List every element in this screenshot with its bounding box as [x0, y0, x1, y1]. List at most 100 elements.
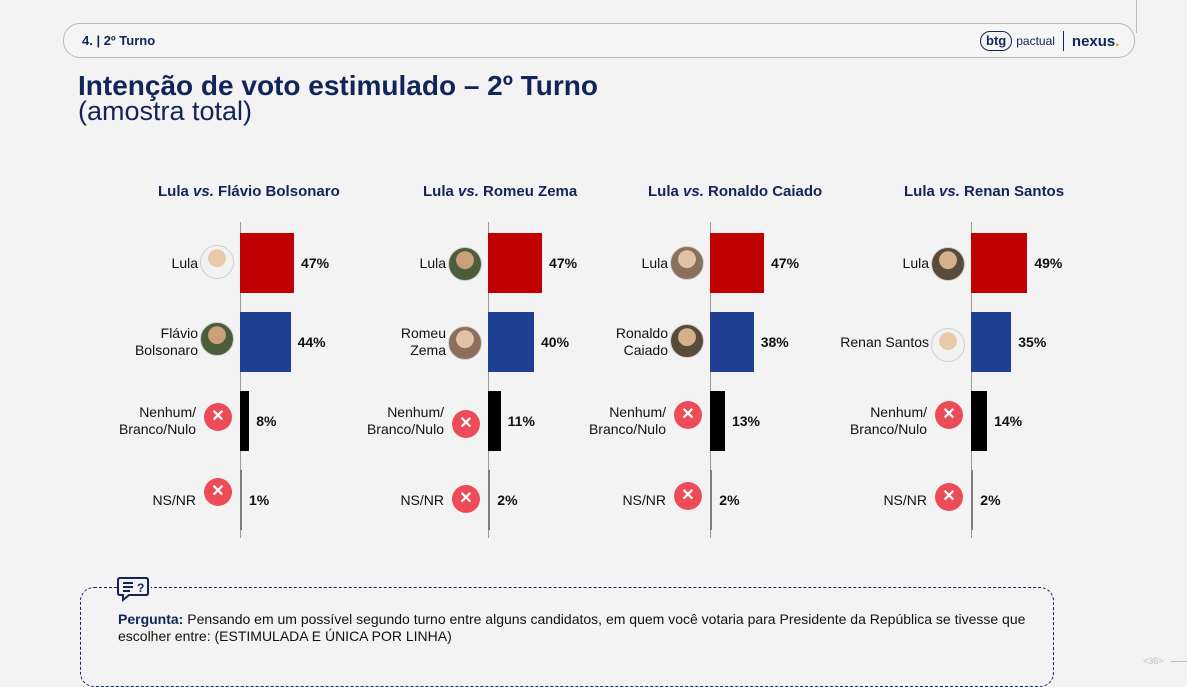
- category-label-line: NS/NR: [152, 491, 196, 508]
- chart-title-candidate-a: Lula: [904, 183, 940, 200]
- x-circle-icon: ✕: [674, 482, 702, 510]
- btg-logo: btg: [980, 31, 1013, 51]
- bar-lula: [971, 233, 1028, 293]
- chart-axis: [240, 222, 241, 538]
- category-label: NS/NR: [152, 492, 196, 509]
- category-label-line: NS/NR: [883, 491, 927, 508]
- category-label-line: Branco/Nulo: [366, 421, 444, 437]
- question-body: Pensando em um possível segundo turno en…: [118, 611, 1026, 644]
- data-label: 2%: [497, 492, 518, 508]
- candidate-photo-icon: [670, 246, 704, 280]
- btg-logo-sub: pactual: [1016, 34, 1055, 48]
- candidate-photo-icon: [448, 326, 482, 360]
- page-title: Intenção de voto estimulado – 2º Turno: [78, 70, 598, 101]
- category-label: Renan Santos: [840, 334, 929, 351]
- chart-title-vs: vs.: [458, 183, 484, 200]
- category-label-line: Lula: [419, 254, 446, 271]
- category-label-line: Branco/Nulo: [588, 421, 666, 437]
- nexus-logo: nexus.: [1072, 33, 1120, 50]
- x-circle-icon: ✕: [452, 485, 480, 513]
- question-chat-icon-svg: ?: [117, 577, 149, 603]
- category-label: Lula: [903, 255, 929, 272]
- data-label: 14%: [994, 413, 1023, 429]
- brand-logo: btg pactual nexus.: [980, 28, 1119, 54]
- category-label: Lula: [172, 255, 198, 272]
- category-label-line: Romeu: [400, 325, 446, 341]
- page-subtitle: (amostra total): [78, 96, 253, 126]
- x-circle-icon: ✕: [935, 483, 963, 511]
- category-label: Nenhum/Branco/Nulo: [367, 404, 444, 438]
- category-label: Ronaldo Caiado: [616, 325, 668, 359]
- category-label: NS/NR: [883, 492, 927, 509]
- category-label-line: Ronaldo: [615, 325, 668, 341]
- bar-nenhum: [240, 391, 250, 451]
- chart-title-candidate-b: Flávio Bolsonaro: [218, 183, 340, 200]
- x-circle-icon: ✕: [452, 410, 480, 438]
- category-label-line: Branco/Nulo: [849, 421, 927, 437]
- category-label: Flávio Bolsonaro: [135, 325, 198, 359]
- logo-divider: [1062, 31, 1064, 51]
- data-label: 35%: [1018, 334, 1047, 350]
- category-label: Lula: [420, 255, 446, 272]
- bar-nenhum: [710, 391, 725, 451]
- bar-lula: [710, 233, 765, 293]
- question-label: Pergunta:: [118, 611, 184, 627]
- data-label: 1%: [249, 492, 270, 508]
- category-label-line: Lula: [641, 254, 668, 271]
- chart-title-candidate-a: Lula: [423, 183, 459, 200]
- chart-title: Lula vs. Ronaldo Caiado: [648, 183, 822, 200]
- x-circle-icon: ✕: [204, 478, 232, 506]
- category-label-line: Nenhum/: [870, 404, 927, 420]
- category-label: Nenhum/Branco/Nulo: [850, 404, 927, 438]
- question-text: Pergunta: Pensando em um possível segund…: [118, 611, 1048, 645]
- nexus-logo-dot: .: [1115, 32, 1120, 50]
- category-label: NS/NR: [622, 492, 666, 509]
- data-label: 44%: [297, 334, 326, 350]
- chart-title: Lula vs. Renan Santos: [904, 183, 1064, 200]
- chart-axis: [971, 222, 972, 538]
- category-label-line: NS/NR: [400, 491, 444, 508]
- chart-title-vs: vs.: [683, 183, 709, 200]
- corner-decoration: [1136, 0, 1137, 33]
- category-label-line: Renan Santos: [840, 333, 929, 350]
- data-label: 38%: [760, 334, 789, 350]
- category-label: Nenhum/Branco/Nulo: [589, 404, 666, 438]
- section-label: 4. | 2º Turno: [82, 33, 156, 48]
- bar-nenhum: [488, 391, 501, 451]
- chart-axis: [710, 222, 711, 538]
- bar-lula: [488, 233, 543, 293]
- candidate-photo-icon: [200, 322, 234, 356]
- category-label: Lula: [642, 255, 668, 272]
- bar-nsnr: [488, 470, 491, 530]
- chart-title-candidate-a: Lula: [648, 183, 684, 200]
- candidate-photo-icon: [670, 324, 704, 358]
- data-label: 2%: [719, 492, 740, 508]
- category-label: Nenhum/Branco/Nulo: [119, 404, 196, 438]
- candidate-photo-icon: [931, 247, 965, 281]
- x-circle-icon: ✕: [935, 401, 963, 429]
- chart-title-candidate-b: Ronaldo Caiado: [708, 183, 823, 200]
- data-label: 47%: [549, 255, 578, 271]
- category-label-line: Branco/Nulo: [118, 421, 196, 437]
- data-label: 2%: [980, 492, 1001, 508]
- chart-axis: [488, 222, 489, 538]
- data-label: 47%: [771, 255, 800, 271]
- chart-title: Lula vs. Flávio Bolsonaro: [158, 183, 340, 200]
- category-label-line: Flávio: [160, 325, 198, 341]
- chart-title: Lula vs. Romeu Zema: [423, 183, 577, 200]
- page-number-line: [1171, 661, 1187, 662]
- category-label-line: Zema: [410, 342, 446, 358]
- bar-nsnr: [240, 470, 242, 530]
- bar-nenhum: [971, 391, 988, 451]
- bar-opponent: [240, 312, 291, 372]
- bar-nsnr: [710, 470, 713, 530]
- chart-title-candidate-b: Renan Santos: [964, 183, 1065, 200]
- x-circle-icon: ✕: [674, 401, 702, 429]
- bar-lula: [240, 233, 295, 293]
- data-label: 11%: [507, 413, 535, 429]
- candidate-photo-icon: [448, 247, 482, 281]
- category-label-line: Nenhum/: [609, 404, 666, 420]
- category-label: NS/NR: [400, 492, 444, 509]
- bar-opponent: [488, 312, 534, 372]
- category-label-line: Lula: [171, 254, 198, 271]
